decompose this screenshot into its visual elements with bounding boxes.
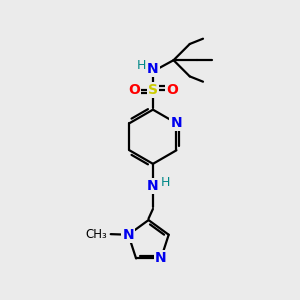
Text: N: N [147,62,159,76]
Text: H: H [160,176,170,190]
Text: O: O [166,82,178,97]
Text: N: N [147,179,159,193]
Text: H: H [137,59,146,72]
Text: N: N [155,251,167,266]
Text: N: N [123,228,134,242]
Text: CH₃: CH₃ [85,228,107,241]
Text: O: O [128,82,140,97]
Text: S: S [148,82,158,97]
Text: N: N [171,116,182,130]
